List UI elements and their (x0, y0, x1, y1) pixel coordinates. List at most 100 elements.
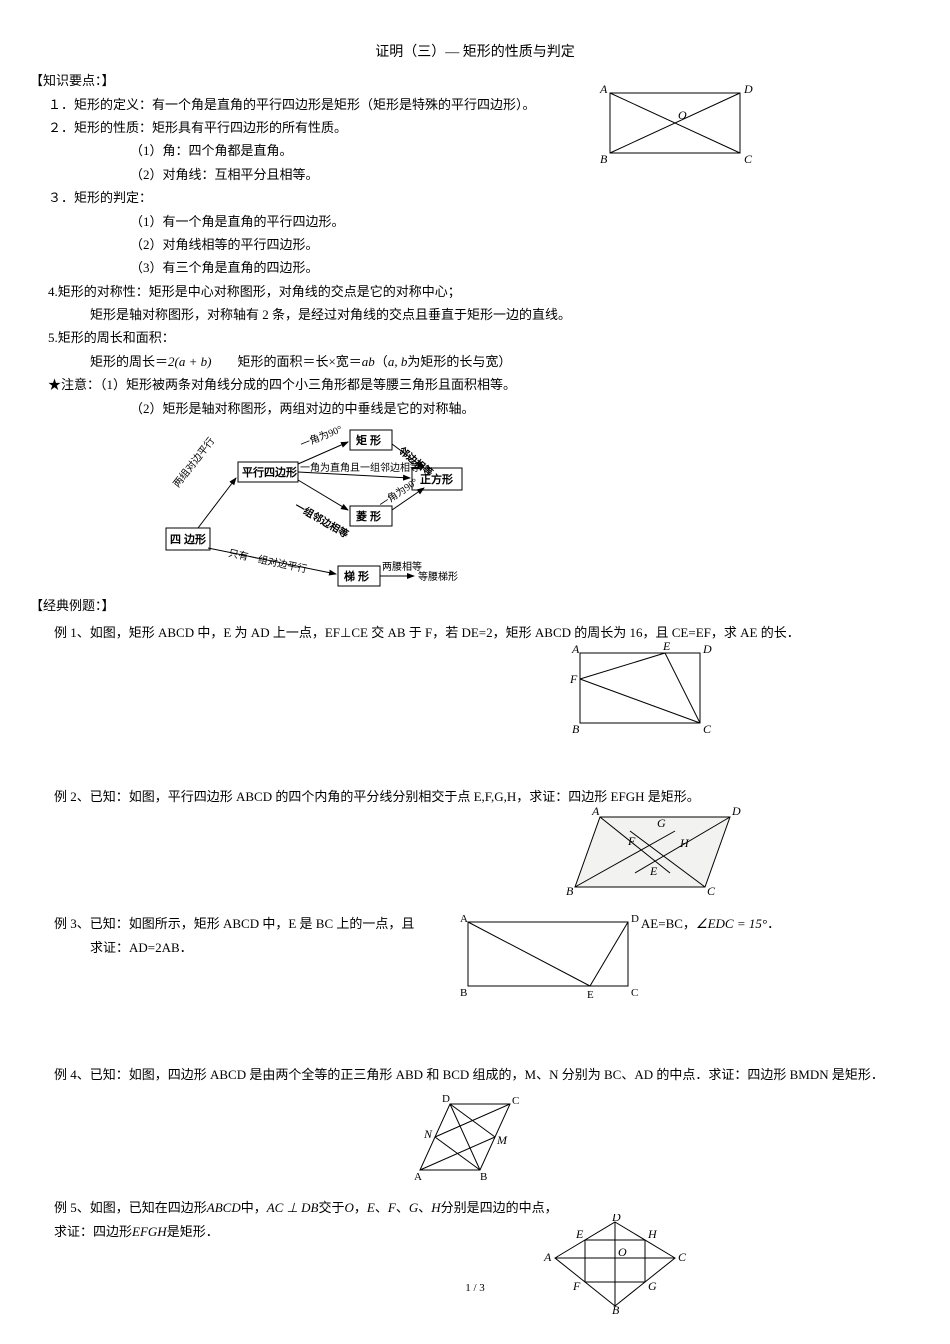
note2: （2）矩形是轴对称图形，两组对边的中垂线是它的对称轴。 (30, 397, 920, 420)
ex3-C: C (631, 987, 638, 999)
k2-1: （1）角：四个角都是直角。 (30, 139, 920, 162)
k5b-b: 矩形的面积＝长×宽＝ (211, 354, 361, 369)
node-para: 平行四边形 (242, 465, 297, 479)
ex3-A: A (460, 913, 468, 925)
ex4-A: A (414, 1171, 422, 1182)
ex1-C: C (703, 722, 712, 736)
ex4-text: 例 4、已知：如图，四边形 ABCD 是由两个全等的正三角形 ABD 和 BCD… (30, 1063, 920, 1086)
ex5-figure: D B A C E H F G O (540, 1214, 690, 1314)
ex5-sub-b: 是矩形． (167, 1224, 219, 1239)
ex2-G: G (657, 816, 666, 830)
ex5-A: A (543, 1250, 552, 1264)
ex2-C: C (707, 884, 716, 898)
ex5-O: O (618, 1245, 627, 1259)
ex2-E: E (649, 864, 658, 878)
k4b: 矩形是轴对称图形，对称轴有 2 条，是经过对角线的交点且垂直于矩形一边的直线。 (30, 303, 920, 326)
node-trap: 梯 形 (344, 569, 369, 583)
ex3-D: D (631, 913, 639, 925)
ex2-F: F (627, 834, 636, 848)
ex2-H: H (679, 836, 690, 850)
ex1-figure: A E D F B C (560, 639, 720, 739)
k5: 5.矩形的周长和面积： (30, 326, 920, 349)
ex5-v4: E (367, 1200, 375, 1215)
ex5-H: H (647, 1227, 658, 1241)
node-rhom: 菱 形 (356, 509, 381, 523)
k3-1: （1）有一个角是直角的平行四边形。 (30, 210, 920, 233)
ex1-text: 例 1、如图，矩形 ABCD 中，E 为 AD 上一点，EF⊥CE 交 AB 于… (30, 621, 920, 644)
edge-e3: 一角为直角且一组邻边相等 (300, 461, 420, 474)
knowledge-label: 【知识要点：】 (30, 69, 920, 92)
quadrilateral-flow-diagram: 四 边形 平行四边形 矩 形 菱 形 正方形 梯 形 两组对边平行 一角为90°… (150, 424, 490, 594)
examples-label: 【经典例题：】 (30, 594, 920, 617)
ex5-v2: AC ⊥ DB (267, 1200, 319, 1215)
ex5-text: 例 5、如图，已知在四边形ABCD中，AC ⊥ DB交于O，E、F、G、H分别是… (30, 1196, 920, 1219)
ex3-d: ． (767, 916, 780, 931)
ex3-c: ∠EDC = 15° (696, 916, 767, 931)
ex4-B: B (480, 1171, 487, 1182)
ex5-v5: F (388, 1200, 396, 1215)
k3-2: （2）对角线相等的平行四边形。 (30, 233, 920, 256)
ex5-v6: G (409, 1200, 418, 1215)
k5b-a: 矩形的周长＝ (90, 354, 168, 369)
node-quad: 四 边形 (170, 532, 206, 546)
edge-e9: 等腰梯形 (418, 570, 458, 583)
ex1-B: B (572, 722, 580, 736)
ex3-figure: A D B C E (450, 912, 650, 1002)
example-4: 例 4、已知：如图，四边形 ABCD 是由两个全等的正三角形 ABD 和 BCD… (30, 1063, 920, 1182)
ex4-D: D (442, 1093, 450, 1105)
k3-3: （3）有三个角是直角的四边形。 (30, 256, 920, 279)
edge-e8: 两腰相等 (382, 560, 422, 573)
ex5-h: 分别是四边的中点， (441, 1200, 558, 1215)
ex5-e: 、 (375, 1200, 388, 1215)
edge-e7: 只有一组对边平行 (227, 546, 308, 575)
k5b-c: （ (375, 354, 388, 369)
lbl-D: D (743, 82, 753, 96)
edge-e4: 一组邻边相等 (293, 499, 351, 540)
page-title: 证明（三）— 矩形的性质与判定 (30, 40, 920, 65)
k5b-d: 为矩形的长与宽） (407, 354, 511, 369)
ex5-d: ， (354, 1200, 367, 1215)
ex2-D: D (731, 804, 741, 818)
ex5-sub-a: 求证：四边形 (54, 1224, 132, 1239)
k5b-f2: ab (362, 354, 375, 369)
k5b-f3: a, b (388, 354, 408, 369)
ex5-a: 例 5、如图，已知在四边形 (54, 1200, 207, 1215)
ex5-v3: O (345, 1200, 354, 1215)
lbl-A: A (599, 82, 608, 96)
ex2-text: 例 2、已知：如图，平行四边形 ABCD 的四个内角的平分线分别相交于点 E,F… (30, 785, 920, 808)
ex5-sub-v: EFGH (132, 1224, 167, 1239)
ex4-C: C (512, 1095, 519, 1107)
note1: ★注意：（1）矩形被两条对角线分成的四个小三角形都是等腰三角形且面积相等。 (30, 373, 920, 396)
ex3-E: E (587, 989, 594, 1001)
ex5-g: 、 (418, 1200, 431, 1215)
ex1-E: E (662, 639, 671, 653)
lbl-O: O (678, 108, 687, 122)
ex5-b: 中， (241, 1200, 267, 1215)
ex2-B: B (566, 884, 574, 898)
node-rect: 矩 形 (356, 433, 381, 447)
ex4-N: N (423, 1127, 433, 1141)
lbl-B: B (600, 152, 608, 166)
edge-e1: 两组对边平行 (170, 435, 217, 490)
example-5: 例 5、如图，已知在四边形ABCD中，AC ⊥ DB交于O，E、F、G、H分别是… (30, 1196, 920, 1243)
ex5-C: C (678, 1250, 687, 1264)
ex5-sub: 求证：四边形EFGH是矩形． (30, 1220, 920, 1243)
ex5-D: D (611, 1214, 621, 1224)
ex5-v1: ABCD (207, 1200, 241, 1215)
k4: 4.矩形的对称性：矩形是中心对称图形，对角线的交点是它的对称中心； (30, 280, 920, 303)
k2: ２．矩形的性质：矩形具有平行四边形的所有性质。 (30, 116, 920, 139)
ex5-B: B (612, 1303, 620, 1314)
lbl-C: C (744, 152, 753, 166)
k1: １．矩形的定义：有一个角是直角的平行四边形是矩形（矩形是特殊的平行四边形）。 (30, 93, 920, 116)
ex5-E: E (575, 1227, 584, 1241)
ex3-a: 例 3、已知：如图所示，矩形 ABCD 中，E 是 BC 上的一点，且 (54, 916, 414, 931)
example-2: 例 2、已知：如图，平行四边形 ABCD 的四个内角的平分线分别相交于点 E,F… (30, 785, 920, 808)
ex1-A: A (571, 642, 580, 656)
k2-2: （2）对角线：互相平分且相等。 (30, 163, 920, 186)
ex1-D: D (702, 642, 712, 656)
k5b: 矩形的周长＝2(a + b) 矩形的面积＝长×宽＝ab（a, b为矩形的长与宽） (30, 350, 920, 373)
ex2-A: A (591, 804, 600, 818)
ex5-v7: H (431, 1200, 440, 1215)
ex2-figure: A D B C G F H E (560, 803, 750, 903)
ex5-c: 交于 (319, 1200, 345, 1215)
